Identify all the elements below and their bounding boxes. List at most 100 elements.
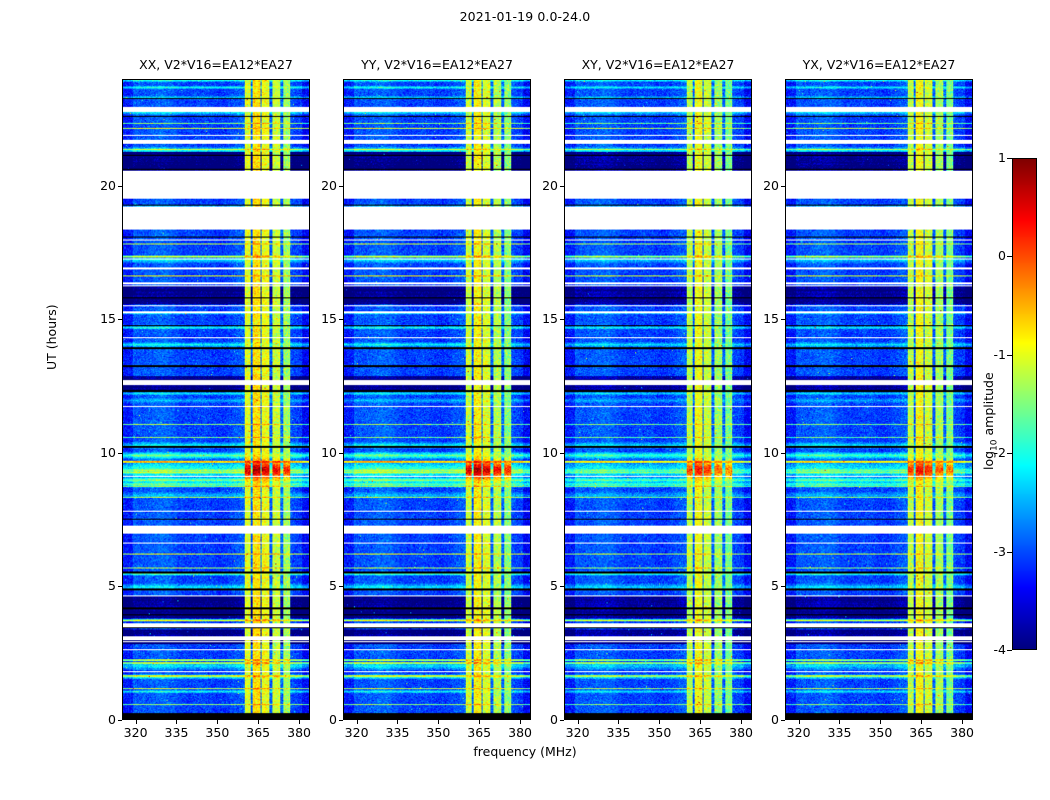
x-tick-label-yx-2: 350 bbox=[868, 725, 893, 740]
colorbar-tick-label-0: -4 bbox=[993, 642, 1006, 657]
y-tick-label-yx-3: 15 bbox=[763, 311, 779, 327]
colorbar-tick-mark bbox=[1007, 256, 1012, 257]
x-tick-mark bbox=[520, 720, 521, 724]
x-tick-label-yx-3: 365 bbox=[909, 725, 934, 740]
y-tick-mark bbox=[560, 453, 564, 454]
x-tick-mark bbox=[217, 720, 218, 724]
colorbar-tick-mark bbox=[1007, 453, 1012, 454]
x-tick-mark bbox=[397, 720, 398, 724]
y-tick-label-yx-2: 10 bbox=[763, 444, 779, 460]
y-tick-mark bbox=[118, 453, 122, 454]
y-tick-mark bbox=[339, 186, 343, 187]
x-tick-label-yx-0: 320 bbox=[786, 725, 811, 740]
waterfall-panel-yx[interactable] bbox=[785, 79, 973, 720]
x-tick-label-xy-4: 380 bbox=[729, 725, 754, 740]
x-tick-label-xy-0: 320 bbox=[565, 725, 590, 740]
colorbar-tick-label-4: 0 bbox=[998, 248, 1006, 264]
x-tick-mark bbox=[700, 720, 701, 724]
x-tick-mark bbox=[258, 720, 259, 724]
y-tick-mark bbox=[339, 319, 343, 320]
x-tick-label-xx-2: 350 bbox=[205, 725, 230, 740]
colorbar-label: log10 amplitude bbox=[981, 372, 1000, 470]
y-tick-label-xx-1: 5 bbox=[108, 578, 116, 594]
x-tick-label-xy-3: 365 bbox=[688, 725, 713, 740]
y-tick-mark bbox=[560, 586, 564, 587]
y-tick-label-xy-1: 5 bbox=[550, 578, 558, 594]
x-tick-mark bbox=[921, 720, 922, 724]
x-tick-label-yy-2: 350 bbox=[426, 725, 451, 740]
y-tick-mark bbox=[560, 319, 564, 320]
panel-title-yx: YX, V2*V16=EA12*EA27 bbox=[802, 57, 956, 72]
x-tick-mark bbox=[357, 720, 358, 724]
y-tick-label-xx-4: 20 bbox=[100, 177, 116, 193]
y-tick-label-yy-2: 10 bbox=[321, 444, 337, 460]
y-tick-label-xx-2: 10 bbox=[100, 444, 116, 460]
x-tick-label-yx-1: 335 bbox=[827, 725, 852, 740]
panel-title-xx: XX, V2*V16=EA12*EA27 bbox=[139, 57, 293, 72]
y-tick-mark bbox=[781, 186, 785, 187]
y-tick-label-xx-3: 15 bbox=[100, 311, 116, 327]
y-tick-mark bbox=[118, 586, 122, 587]
x-tick-mark bbox=[299, 720, 300, 724]
x-tick-label-xx-1: 335 bbox=[164, 725, 189, 740]
y-tick-mark bbox=[339, 586, 343, 587]
y-tick-mark bbox=[560, 186, 564, 187]
x-tick-label-yy-1: 335 bbox=[385, 725, 410, 740]
y-tick-mark bbox=[781, 319, 785, 320]
x-tick-label-xx-4: 380 bbox=[287, 725, 312, 740]
waterfall-panel-xy[interactable] bbox=[564, 79, 752, 720]
colorbar-tick-mark bbox=[1007, 355, 1012, 356]
x-axis-label: frequency (MHz) bbox=[473, 744, 577, 759]
y-tick-label-xy-4: 20 bbox=[542, 177, 558, 193]
colorbar-tick-mark bbox=[1007, 650, 1012, 651]
y-tick-label-yy-4: 20 bbox=[321, 177, 337, 193]
y-tick-mark bbox=[560, 720, 564, 721]
colorbar-tick-label-1: -3 bbox=[993, 543, 1006, 559]
x-tick-label-yx-4: 380 bbox=[950, 725, 975, 740]
y-tick-label-yy-3: 15 bbox=[321, 311, 337, 327]
waterfall-panel-yy[interactable] bbox=[343, 79, 531, 720]
y-tick-label-xx-0: 0 bbox=[108, 712, 116, 727]
x-tick-label-xy-1: 335 bbox=[606, 725, 631, 740]
y-tick-label-xy-2: 10 bbox=[542, 444, 558, 460]
x-tick-label-yy-3: 365 bbox=[467, 725, 492, 740]
x-tick-mark bbox=[618, 720, 619, 724]
x-tick-label-xx-0: 320 bbox=[123, 725, 148, 740]
y-tick-label-yx-4: 20 bbox=[763, 177, 779, 193]
x-tick-mark bbox=[136, 720, 137, 724]
x-tick-mark bbox=[741, 720, 742, 724]
x-tick-mark bbox=[479, 720, 480, 724]
x-tick-label-yy-4: 380 bbox=[508, 725, 533, 740]
colorbar-tick-mark bbox=[1007, 552, 1012, 553]
waterfall-image-xx bbox=[123, 80, 309, 719]
x-tick-mark bbox=[839, 720, 840, 724]
x-tick-mark bbox=[880, 720, 881, 724]
colorbar-tick-label-5: 1 bbox=[998, 150, 1006, 165]
colorbar-gradient bbox=[1013, 159, 1036, 649]
y-tick-label-yy-1: 5 bbox=[329, 578, 337, 594]
figure-suptitle: 2021-01-19 0.0-24.0 bbox=[459, 9, 591, 24]
y-tick-mark bbox=[118, 186, 122, 187]
y-tick-mark bbox=[781, 720, 785, 721]
y-tick-label-yy-0: 0 bbox=[329, 712, 337, 727]
colorbar-tick-label-2: -2 bbox=[993, 445, 1006, 461]
x-tick-label-xx-3: 365 bbox=[246, 725, 271, 740]
y-tick-mark bbox=[118, 319, 122, 320]
x-tick-mark bbox=[176, 720, 177, 724]
y-tick-label-xy-3: 15 bbox=[542, 311, 558, 327]
y-tick-mark bbox=[339, 720, 343, 721]
waterfall-panel-xx[interactable] bbox=[122, 79, 310, 720]
waterfall-image-yx bbox=[786, 80, 972, 719]
y-tick-label-yx-0: 0 bbox=[771, 712, 779, 727]
y-tick-mark bbox=[339, 453, 343, 454]
waterfall-image-xy bbox=[565, 80, 751, 719]
x-tick-label-xy-2: 350 bbox=[647, 725, 672, 740]
x-tick-mark bbox=[799, 720, 800, 724]
x-tick-mark bbox=[578, 720, 579, 724]
y-tick-label-xy-0: 0 bbox=[550, 712, 558, 727]
panel-title-xy: XY, V2*V16=EA12*EA27 bbox=[581, 57, 735, 72]
y-tick-mark bbox=[781, 453, 785, 454]
colorbar[interactable] bbox=[1012, 158, 1037, 650]
colorbar-tick-mark bbox=[1007, 158, 1012, 159]
x-tick-label-yy-0: 320 bbox=[344, 725, 369, 740]
